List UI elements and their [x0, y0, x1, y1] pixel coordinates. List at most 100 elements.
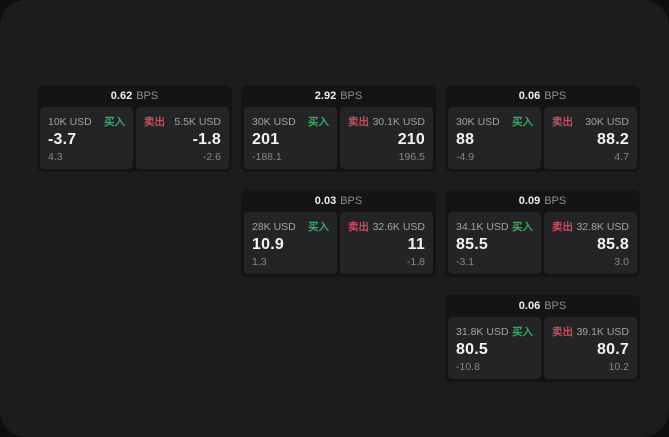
- buy-price: 201: [252, 131, 280, 148]
- buy-panel-header: 34.1K USD 买入: [456, 219, 533, 234]
- sell-side-label: 卖出: [348, 116, 369, 128]
- sell-panel-header: 卖出 32.6K USD: [348, 219, 425, 234]
- buy-price: 10.9: [252, 236, 284, 253]
- card-header: 0.06 BPS: [445, 295, 640, 317]
- sell-price: 210: [397, 131, 425, 148]
- sell-side-label: 卖出: [552, 116, 573, 128]
- sell-amount: 30K USD: [585, 115, 629, 128]
- buy-panel-header: 30K USD 买入: [456, 114, 533, 129]
- buy-price: -3.7: [48, 131, 77, 148]
- bps-value: 2.92: [314, 90, 337, 102]
- sell-amount: 5.5K USD: [174, 115, 221, 128]
- bps-unit: BPS: [340, 90, 363, 102]
- quote-panels: 34.1K USD 买入 85.5 -3.1 卖出 32.8K USD 85.8…: [445, 212, 640, 277]
- sell-side-label: 卖出: [144, 116, 165, 128]
- buy-sub-value: -188.1: [252, 151, 282, 163]
- buy-panel[interactable]: 30K USD 买入 88 -4.9: [448, 107, 541, 169]
- buy-side-label: 买入: [512, 326, 533, 338]
- buy-price: 88: [456, 131, 475, 148]
- buy-panel-header: 28K USD 买入: [252, 219, 329, 234]
- quote-card: 2.92 BPS 30K USD 买入 201 -188.1 卖出 30.1K U…: [241, 85, 436, 172]
- sell-panel-header: 卖出 32.8K USD: [552, 219, 629, 234]
- sell-panel-header: 卖出 30K USD: [552, 114, 629, 129]
- buy-side-label: 买入: [308, 116, 329, 128]
- buy-amount: 28K USD: [252, 220, 296, 233]
- sell-panel-header: 卖出 5.5K USD: [144, 114, 221, 129]
- card-header: 0.62 BPS: [37, 85, 232, 107]
- buy-amount: 34.1K USD: [456, 220, 509, 233]
- card-header: 0.03 BPS: [241, 190, 436, 212]
- bps-unit: BPS: [340, 195, 363, 207]
- buy-panel[interactable]: 31.8K USD 买入 80.5 -10.8: [448, 317, 541, 379]
- sell-sub-value: 3.0: [614, 256, 629, 268]
- buy-price: 80.5: [456, 341, 488, 358]
- sell-side-label: 卖出: [552, 221, 573, 233]
- quote-panels: 10K USD 买入 -3.7 4.3 卖出 5.5K USD -1.8 -2.…: [37, 107, 232, 172]
- sell-amount: 32.6K USD: [372, 220, 425, 233]
- bps-value: 0.06: [518, 90, 541, 102]
- sell-panel[interactable]: 卖出 32.6K USD 11 -1.8: [340, 212, 433, 274]
- sell-sub-value: 4.7: [614, 151, 629, 163]
- card-header: 0.09 BPS: [445, 190, 640, 212]
- quote-card: 0.03 BPS 28K USD 买入 10.9 1.3 卖出 32.6K USD: [241, 190, 436, 277]
- bps-unit: BPS: [544, 300, 567, 312]
- buy-panel[interactable]: 10K USD 买入 -3.7 4.3: [40, 107, 133, 169]
- sell-price: 88.2: [597, 131, 629, 148]
- sell-panel[interactable]: 卖出 39.1K USD 80.7 10.2: [544, 317, 637, 379]
- buy-side-label: 买入: [512, 116, 533, 128]
- buy-amount: 30K USD: [456, 115, 500, 128]
- buy-sub-value: -10.8: [456, 361, 480, 373]
- buy-sub-value: 1.3: [252, 256, 267, 268]
- buy-panel-header: 10K USD 买入: [48, 114, 125, 129]
- buy-panel[interactable]: 28K USD 买入 10.9 1.3: [244, 212, 337, 274]
- bps-unit: BPS: [136, 90, 159, 102]
- buy-amount: 10K USD: [48, 115, 92, 128]
- buy-amount: 31.8K USD: [456, 325, 509, 338]
- buy-side-label: 买入: [308, 221, 329, 233]
- quote-card-grid: 0.62 BPS 10K USD 买入 -3.7 4.3 卖出 5.5K USD: [37, 85, 640, 382]
- quote-card: 0.09 BPS 34.1K USD 买入 85.5 -3.1 卖出 32.8K …: [445, 190, 640, 277]
- sell-panel-header: 卖出 30.1K USD: [348, 114, 425, 129]
- bps-value: 0.09: [518, 195, 541, 207]
- quote-panels: 31.8K USD 买入 80.5 -10.8 卖出 39.1K USD 80.…: [445, 317, 640, 382]
- buy-panel-header: 30K USD 买入: [252, 114, 329, 129]
- sell-side-label: 卖出: [348, 221, 369, 233]
- quote-card: 0.06 BPS 30K USD 买入 88 -4.9 卖出 30K USD: [445, 85, 640, 172]
- bps-unit: BPS: [544, 90, 567, 102]
- buy-price: 85.5: [456, 236, 488, 253]
- buy-panel[interactable]: 34.1K USD 买入 85.5 -3.1: [448, 212, 541, 274]
- sell-panel-header: 卖出 39.1K USD: [552, 324, 629, 339]
- sell-amount: 39.1K USD: [576, 325, 629, 338]
- sell-sub-value: -2.6: [202, 151, 221, 163]
- bps-unit: BPS: [544, 195, 567, 207]
- card-header: 2.92 BPS: [241, 85, 436, 107]
- bps-value: 0.03: [314, 195, 337, 207]
- buy-amount: 30K USD: [252, 115, 296, 128]
- sell-panel[interactable]: 卖出 30.1K USD 210 196.5: [340, 107, 433, 169]
- sell-amount: 32.8K USD: [576, 220, 629, 233]
- sell-panel[interactable]: 卖出 30K USD 88.2 4.7: [544, 107, 637, 169]
- sell-amount: 30.1K USD: [372, 115, 425, 128]
- buy-sub-value: -4.9: [456, 151, 475, 163]
- sell-price: 80.7: [597, 341, 629, 358]
- quote-panels: 28K USD 买入 10.9 1.3 卖出 32.6K USD 11 -1.8: [241, 212, 436, 277]
- sell-side-label: 卖出: [552, 326, 573, 338]
- buy-panel-header: 31.8K USD 买入: [456, 324, 533, 339]
- sell-price: -1.8: [192, 131, 221, 148]
- sell-price: 11: [407, 236, 425, 253]
- quote-card: 0.62 BPS 10K USD 买入 -3.7 4.3 卖出 5.5K USD: [37, 85, 232, 172]
- quote-panels: 30K USD 买入 88 -4.9 卖出 30K USD 88.2 4.7: [445, 107, 640, 172]
- card-header: 0.06 BPS: [445, 85, 640, 107]
- sell-sub-value: -1.8: [406, 256, 425, 268]
- buy-sub-value: 4.3: [48, 151, 63, 163]
- sell-sub-value: 196.5: [398, 151, 425, 163]
- sell-sub-value: 10.2: [608, 361, 629, 373]
- sell-panel[interactable]: 卖出 32.8K USD 85.8 3.0: [544, 212, 637, 274]
- buy-side-label: 买入: [104, 116, 125, 128]
- bps-value: 0.06: [518, 300, 541, 312]
- sell-price: 85.8: [597, 236, 629, 253]
- sell-panel[interactable]: 卖出 5.5K USD -1.8 -2.6: [136, 107, 229, 169]
- buy-panel[interactable]: 30K USD 买入 201 -188.1: [244, 107, 337, 169]
- quote-panels: 30K USD 买入 201 -188.1 卖出 30.1K USD 210 1…: [241, 107, 436, 172]
